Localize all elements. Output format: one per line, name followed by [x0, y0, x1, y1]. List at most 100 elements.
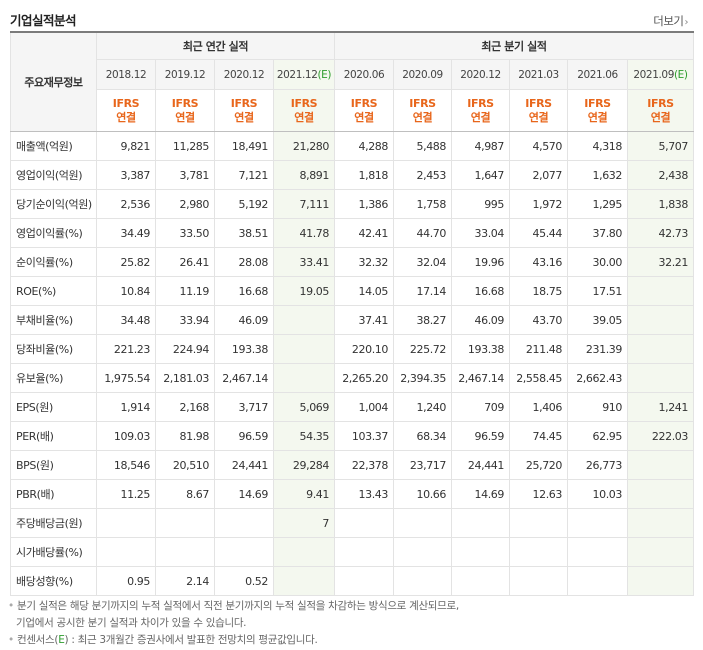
table-cell [509, 508, 568, 538]
table-cell: 1,914 [96, 392, 156, 422]
table-row: 영업이익률(%) 34.49 33.50 38.51 41.78 42.41 44.70 33… [10, 218, 694, 248]
table-cell: 8.67 [155, 479, 215, 509]
table-cell: 2,558.45 [509, 363, 568, 393]
table-cell: 74.45 [509, 421, 568, 451]
table-cell [214, 537, 274, 567]
table-cell: 4,570 [509, 131, 568, 161]
table-cell: 37.41 [334, 305, 394, 335]
table-cell: 1,972 [509, 189, 568, 219]
table-cell: 2,181.03 [155, 363, 215, 393]
basis-header: IFRS 연결 [96, 89, 156, 132]
table-cell: 18,491 [214, 131, 274, 161]
table-cell [214, 508, 274, 538]
table-cell: 1,386 [334, 189, 394, 219]
table-cell: 1,406 [509, 392, 568, 422]
table-cell: 193.38 [214, 334, 274, 364]
table-cell: 33.04 [451, 218, 510, 248]
table-cell: 2,467.14 [451, 363, 510, 393]
table-cell: 0.52 [214, 566, 274, 596]
basis-line1: IFRS [647, 96, 674, 110]
table-cell: 43.16 [509, 247, 568, 277]
table-cell [155, 508, 215, 538]
table-cell [334, 508, 394, 538]
table-cell: 10.03 [567, 479, 628, 509]
table-cell: 3,387 [96, 160, 156, 190]
table-cell: 2,077 [509, 160, 568, 190]
table-cell: 709 [451, 392, 510, 422]
table-cell: 2,265.20 [334, 363, 394, 393]
basis-line1: IFRS [584, 96, 611, 110]
table-cell: 1,004 [334, 392, 394, 422]
table-cell: 24,441 [451, 450, 510, 480]
footnote-1: • 분기 실적은 해당 분기까지의 누적 실적에서 직전 분기까지의 누적 실적… [8, 600, 459, 612]
table-cell [334, 537, 394, 567]
period-header: 2020.09 [393, 59, 452, 90]
table-row: 당기순이익(억원) 2,536 2,980 5,192 7,111 1,386 1,758 9… [10, 189, 694, 219]
table-row: 유보율(%) 1,975.54 2,181.03 2,467.14 2,265.20 2,… [10, 363, 694, 393]
row-label: 순이익률(%) [10, 247, 97, 277]
table-cell: 225.72 [393, 334, 452, 364]
table-cell [451, 508, 510, 538]
table-cell: 17.14 [393, 276, 452, 306]
table-cell [627, 537, 694, 567]
table-cell: 4,318 [567, 131, 628, 161]
chevron-right-icon: › [684, 17, 689, 28]
table-row: PER(배) 109.03 81.98 96.59 54.35 103.37 68.34 96… [10, 421, 694, 451]
table-cell: 910 [567, 392, 628, 422]
table-cell: 11.25 [96, 479, 156, 509]
period-label: 2021.12 [276, 68, 318, 81]
table-cell: 39.05 [567, 305, 628, 335]
table-cell: 1,647 [451, 160, 510, 190]
table-cell [627, 566, 694, 596]
table-cell [273, 363, 335, 393]
basis-line1: IFRS [230, 96, 258, 110]
period-label: 2019.12 [164, 68, 206, 81]
table-cell: 18,546 [96, 450, 156, 480]
table-cell: 44.70 [393, 218, 452, 248]
table-cell: 26,773 [567, 450, 628, 480]
table-cell: 2.14 [155, 566, 215, 596]
basis-header-row: IFRS 연결 IFRS 연결 IFRS 연결 IFRS 연결 IFRS 연결 IFRS 연결 IFRS… [11, 89, 694, 132]
table-cell: 23,717 [393, 450, 452, 480]
table-cell: 4,987 [451, 131, 510, 161]
table-cell: 32.21 [627, 247, 694, 277]
more-label: 더보기 [653, 14, 684, 28]
table-cell: 14.69 [451, 479, 510, 509]
table-cell: 16.68 [214, 276, 274, 306]
table-cell: 68.34 [393, 421, 452, 451]
table-cell: 41.78 [273, 218, 335, 248]
table-cell [627, 479, 694, 509]
table-cell: 34.48 [96, 305, 156, 335]
table-cell: 11.19 [155, 276, 215, 306]
table-cell [509, 566, 568, 596]
table-cell: 30.00 [567, 247, 628, 277]
estimate-mark: (E) [673, 68, 688, 81]
table-cell: 46.09 [451, 305, 510, 335]
table-cell [393, 566, 452, 596]
table-cell [627, 305, 694, 335]
table-cell: 4,288 [334, 131, 394, 161]
table-cell: 43.70 [509, 305, 568, 335]
period-header: 2021.03 [509, 59, 568, 90]
table-cell: 10.66 [393, 479, 452, 509]
table-cell: 193.38 [451, 334, 510, 364]
table-row: BPS(원) 18,546 20,510 24,441 29,284 22,378 23,7… [10, 450, 694, 480]
table-cell: 103.37 [334, 421, 394, 451]
table-cell: 9,821 [96, 131, 156, 161]
section-header: 기업실적분석 더보기› [10, 0, 696, 30]
row-label: 영업이익률(%) [10, 218, 97, 248]
table-cell: 33.94 [155, 305, 215, 335]
table-cell [567, 566, 628, 596]
row-label: PER(배) [10, 421, 97, 451]
table-cell [273, 334, 335, 364]
table-cell: 220.10 [334, 334, 394, 364]
table-row: ROE(%) 10.84 11.19 16.68 19.05 14.05 17.14 16.6… [10, 276, 694, 306]
table-cell: 29,284 [273, 450, 335, 480]
table-cell: 32.04 [393, 247, 452, 277]
more-link[interactable]: 더보기› [653, 13, 688, 29]
table-cell: 1,632 [567, 160, 628, 190]
table-cell: 25.82 [96, 247, 156, 277]
table-cell: 19.96 [451, 247, 510, 277]
table-cell: 8,891 [273, 160, 335, 190]
basis-line2: 연결 [412, 110, 433, 124]
